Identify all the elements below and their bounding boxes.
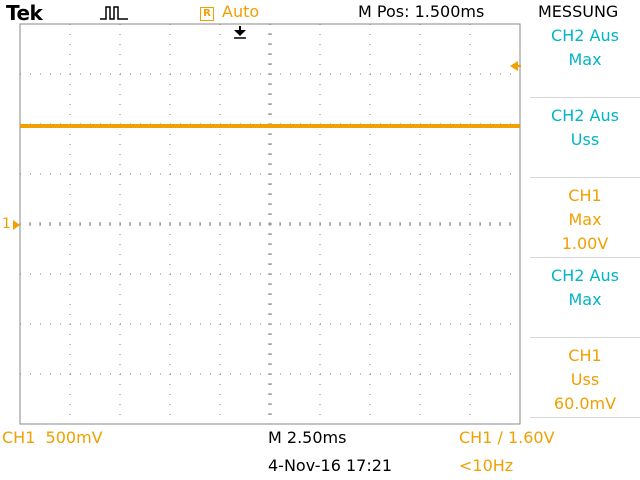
tek-logo: Tek [6,1,43,25]
menu-item-3-source: CH1 [568,186,602,205]
ch1-scale-readout: CH1 500mV [2,428,103,447]
menu-item-2[interactable]: CH2 Aus Uss [530,104,640,178]
menu-item-5[interactable]: CH1 Uss 60.0mV [530,344,640,418]
menu-item-2-source: CH2 Aus [551,106,619,125]
date-time-readout: 4-Nov-16 17:21 [268,456,393,475]
menu-item-5-value: 60.0mV [553,394,617,413]
menu-item-2-type: Uss [570,130,600,149]
menu-item-4-source: CH2 Aus [551,266,619,285]
trigger-mode-label: Auto [222,2,260,21]
menu-item-5-type: Uss [570,370,600,389]
trigger-level-icon [510,61,518,71]
frequency-readout: <10Hz [459,456,514,475]
ready-status-icon: R [200,7,214,21]
trigger-position-icon [234,26,246,39]
menu-item-4-type: Max [568,290,602,309]
menu-item-3[interactable]: CH1 Max 1.00V [530,184,640,258]
menu-item-3-type: Max [568,210,602,229]
menu-item-1[interactable]: CH2 Aus Max [530,24,640,98]
trigger-readout: CH1 ∕ 1.60V [459,428,555,447]
ch1-marker-label: 1 [2,216,11,232]
run-pulse-icon [100,6,128,20]
trigger-status: R Auto [200,2,259,21]
horizontal-position-readout: M Pos: 1.500ms [358,2,485,21]
ch1-ground-icon [13,220,20,230]
timebase-readout: M 2.50ms [268,428,347,447]
menu-title: MESSUNG [538,2,619,21]
menu-item-1-source: CH2 Aus [551,26,619,45]
menu-item-1-type: Max [568,50,602,69]
graticule-grid [19,23,521,425]
menu-item-4[interactable]: CH2 Aus Max [530,264,640,338]
menu-item-5-source: CH1 [568,346,602,365]
menu-item-3-value: 1.00V [561,234,609,253]
